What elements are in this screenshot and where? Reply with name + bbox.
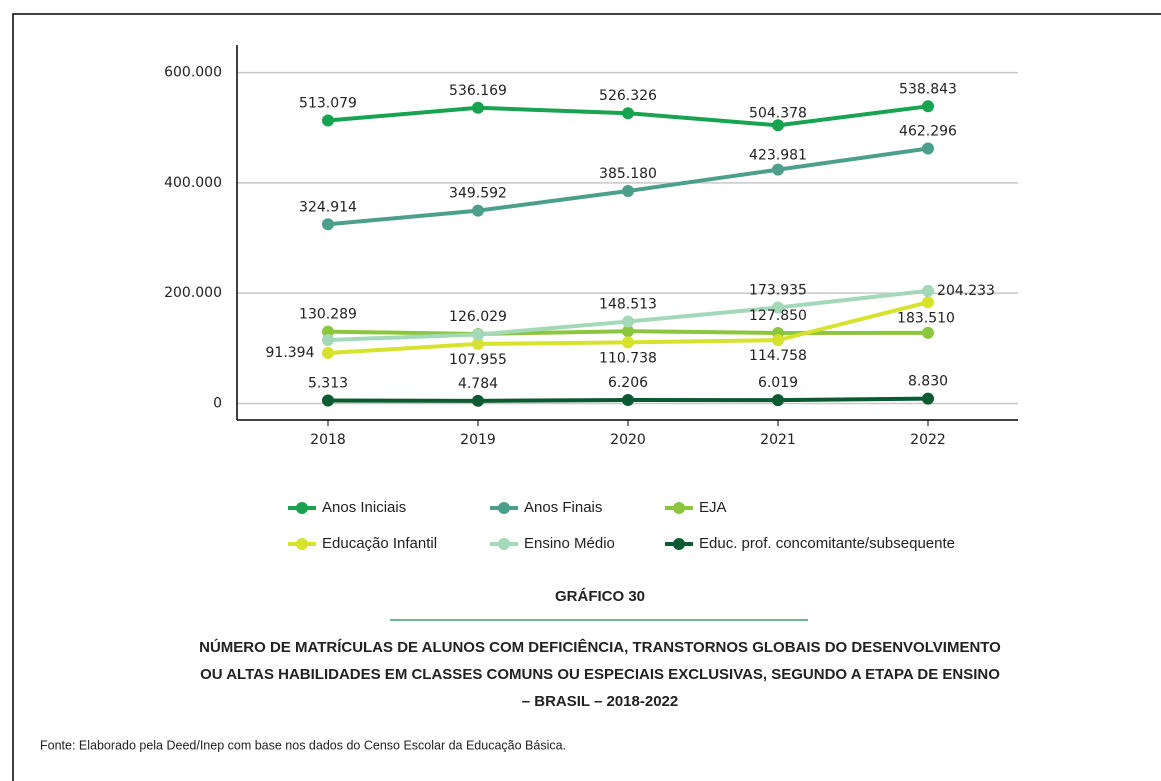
point bbox=[922, 326, 934, 339]
data-label: 423.981 bbox=[749, 148, 807, 164]
chart-title: – BRASIL – 2018-2022 bbox=[522, 693, 678, 710]
y-tick-label: 200.000 bbox=[164, 285, 222, 301]
data-label: 107.955 bbox=[449, 352, 507, 368]
data-label: 204.233 bbox=[937, 283, 995, 299]
point bbox=[322, 325, 334, 338]
data-label: 349.592 bbox=[449, 186, 507, 202]
legend-label: Anos Finais bbox=[524, 499, 602, 516]
point bbox=[922, 296, 934, 309]
data-label: 462.296 bbox=[899, 124, 957, 140]
point bbox=[322, 114, 334, 127]
data-label: 504.378 bbox=[749, 105, 807, 121]
data-label: 148.513 bbox=[599, 297, 657, 313]
legend-marker bbox=[673, 502, 685, 514]
data-label: 114.758 bbox=[749, 348, 807, 364]
point bbox=[922, 142, 934, 155]
point bbox=[622, 107, 634, 120]
figure-label: GRÁFICO 30 bbox=[555, 588, 645, 605]
y-tick-label: 600.000 bbox=[164, 65, 222, 81]
data-label: 8.830 bbox=[908, 374, 948, 390]
point bbox=[622, 336, 634, 349]
data-label: 536.169 bbox=[449, 83, 507, 99]
point bbox=[472, 337, 484, 350]
point bbox=[922, 100, 934, 113]
data-label: 6.206 bbox=[608, 375, 648, 391]
data-label: 385.180 bbox=[599, 166, 657, 182]
data-label: 324.914 bbox=[299, 199, 357, 215]
y-tick-label: 400.000 bbox=[164, 175, 222, 191]
x-tick-label: 2019 bbox=[460, 432, 496, 448]
point bbox=[622, 394, 634, 407]
point bbox=[322, 347, 334, 360]
point bbox=[322, 218, 334, 231]
point bbox=[472, 394, 484, 407]
legend-marker bbox=[296, 502, 308, 514]
legend-label: Educ. prof. concomitante/subsequente bbox=[699, 535, 955, 552]
chart-title: NÚMERO DE MATRÍCULAS DE ALUNOS COM DEFIC… bbox=[199, 638, 1001, 656]
data-label: 6.019 bbox=[758, 375, 798, 391]
point bbox=[472, 101, 484, 114]
source: Fonte: Elaborado pela Deed/Inep com base… bbox=[40, 738, 566, 752]
x-tick-label: 2022 bbox=[910, 432, 946, 448]
data-label: 173.935 bbox=[749, 283, 807, 299]
point bbox=[772, 163, 784, 176]
data-label: 127.850 bbox=[749, 308, 807, 324]
data-label: 5.313 bbox=[308, 376, 348, 392]
x-tick-label: 2020 bbox=[610, 432, 646, 448]
point bbox=[322, 394, 334, 407]
legend-marker bbox=[498, 502, 510, 514]
legend-label: Educação Infantil bbox=[322, 535, 437, 552]
point bbox=[772, 301, 784, 314]
legend-label: EJA bbox=[699, 499, 727, 516]
point bbox=[772, 394, 784, 407]
data-label: 91.394 bbox=[266, 345, 315, 361]
data-label: 4.784 bbox=[458, 376, 498, 392]
legend-marker bbox=[498, 538, 510, 550]
point bbox=[922, 284, 934, 297]
point bbox=[322, 334, 334, 347]
data-label: 538.843 bbox=[899, 81, 957, 97]
data-label: 126.029 bbox=[449, 309, 507, 325]
legend-label: Ensino Médio bbox=[524, 535, 615, 552]
point bbox=[622, 325, 634, 338]
data-label: 526.326 bbox=[599, 88, 657, 104]
data-label: 110.738 bbox=[599, 350, 657, 366]
point bbox=[622, 185, 634, 198]
data-label: 513.079 bbox=[299, 96, 357, 112]
legend-marker bbox=[673, 538, 685, 550]
point bbox=[772, 334, 784, 347]
frame bbox=[12, 13, 1161, 781]
data-label: 130.289 bbox=[299, 307, 357, 323]
chart-title: OU ALTAS HABILIDADES EM CLASSES COMUNS O… bbox=[200, 666, 1000, 683]
data-label: 183.510 bbox=[897, 310, 955, 326]
y-tick-label: 0 bbox=[213, 395, 222, 411]
point bbox=[922, 392, 934, 405]
point bbox=[622, 315, 634, 328]
x-tick-label: 2018 bbox=[310, 432, 346, 448]
x-tick-label: 2021 bbox=[760, 432, 796, 448]
point bbox=[472, 204, 484, 217]
point bbox=[472, 328, 484, 341]
point bbox=[772, 119, 784, 132]
legend-marker bbox=[296, 538, 308, 550]
legend-label: Anos Iniciais bbox=[322, 499, 406, 516]
